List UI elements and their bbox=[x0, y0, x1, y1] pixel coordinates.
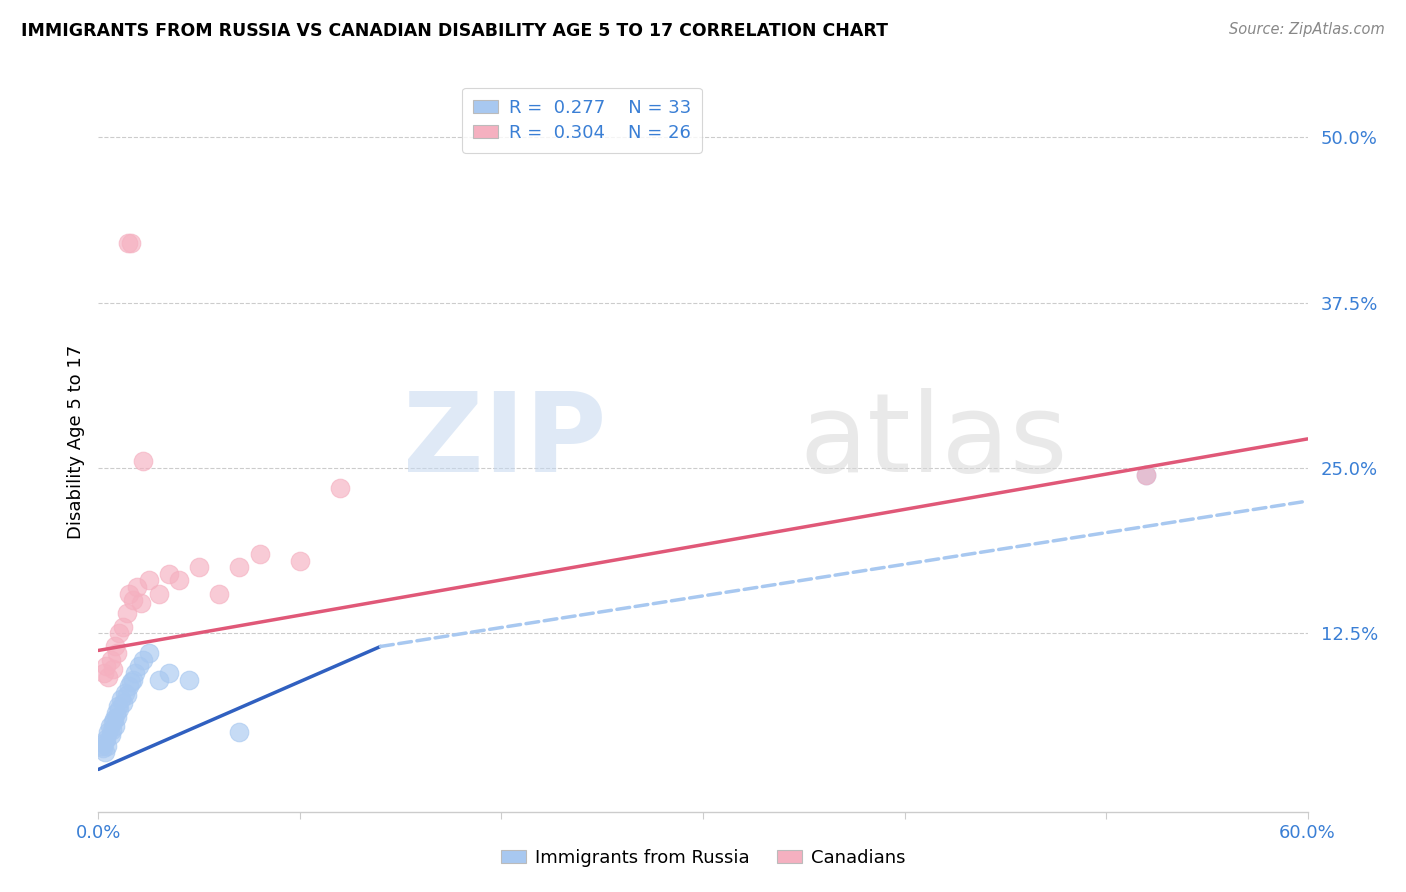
Point bbox=[107, 626, 129, 640]
Point bbox=[288, 553, 311, 567]
Point bbox=[120, 236, 142, 251]
Point bbox=[111, 620, 134, 634]
Point bbox=[157, 665, 180, 680]
Point bbox=[132, 454, 155, 468]
Point bbox=[115, 607, 138, 621]
Point bbox=[138, 574, 160, 588]
Point bbox=[1135, 467, 1157, 482]
Point bbox=[188, 560, 211, 574]
Point bbox=[249, 547, 271, 561]
Point bbox=[148, 586, 170, 600]
Text: Source: ZipAtlas.com: Source: ZipAtlas.com bbox=[1229, 22, 1385, 37]
Point bbox=[228, 725, 250, 739]
Point bbox=[104, 706, 127, 720]
Point bbox=[101, 714, 124, 729]
Point bbox=[208, 586, 231, 600]
Point bbox=[98, 719, 121, 733]
Point bbox=[132, 653, 155, 667]
Point bbox=[128, 659, 150, 673]
Point bbox=[91, 739, 114, 753]
Point bbox=[121, 673, 143, 687]
Y-axis label: Disability Age 5 to 17: Disability Age 5 to 17 bbox=[66, 344, 84, 539]
Point bbox=[93, 736, 115, 750]
Legend: R =  0.277    N = 33, R =  0.304    N = 26: R = 0.277 N = 33, R = 0.304 N = 26 bbox=[463, 87, 702, 153]
Point bbox=[96, 659, 118, 673]
Point bbox=[94, 745, 117, 759]
Point bbox=[103, 719, 125, 733]
Point bbox=[107, 698, 129, 713]
Point bbox=[97, 670, 120, 684]
Point bbox=[107, 701, 129, 715]
Point bbox=[103, 640, 125, 654]
Legend: Immigrants from Russia, Canadians: Immigrants from Russia, Canadians bbox=[494, 842, 912, 874]
Point bbox=[96, 739, 118, 753]
Point bbox=[120, 675, 142, 690]
Point bbox=[96, 731, 118, 746]
Point bbox=[115, 689, 138, 703]
Point bbox=[100, 653, 122, 667]
Point bbox=[329, 481, 352, 495]
Point bbox=[138, 646, 160, 660]
Text: atlas: atlas bbox=[800, 388, 1069, 495]
Point bbox=[93, 741, 115, 756]
Point bbox=[124, 665, 146, 680]
Point bbox=[110, 692, 132, 706]
Point bbox=[121, 593, 143, 607]
Point bbox=[100, 723, 122, 737]
Point bbox=[125, 580, 148, 594]
Point bbox=[101, 662, 124, 676]
Point bbox=[97, 725, 120, 739]
Point bbox=[105, 709, 128, 723]
Text: ZIP: ZIP bbox=[404, 388, 606, 495]
Point bbox=[167, 574, 190, 588]
Point bbox=[118, 586, 141, 600]
Point bbox=[118, 679, 141, 693]
Point bbox=[100, 728, 122, 742]
Point bbox=[114, 686, 136, 700]
Point bbox=[105, 646, 128, 660]
Point bbox=[228, 560, 250, 574]
Point bbox=[157, 566, 180, 581]
Point bbox=[111, 696, 134, 710]
Point bbox=[179, 673, 201, 687]
Point bbox=[1135, 467, 1157, 482]
Point bbox=[129, 596, 152, 610]
Text: IMMIGRANTS FROM RUSSIA VS CANADIAN DISABILITY AGE 5 TO 17 CORRELATION CHART: IMMIGRANTS FROM RUSSIA VS CANADIAN DISAB… bbox=[21, 22, 889, 40]
Point bbox=[117, 236, 139, 251]
Point bbox=[93, 665, 115, 680]
Point bbox=[148, 673, 170, 687]
Point bbox=[103, 712, 125, 726]
